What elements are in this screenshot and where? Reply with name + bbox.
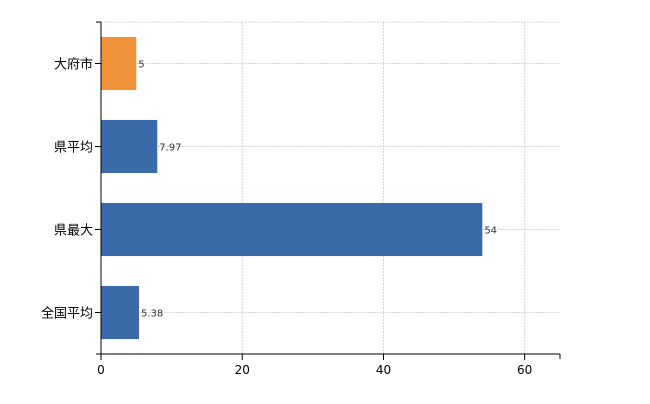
x-tick-label: 20 [235,363,250,377]
bar-0 [101,36,137,91]
y-category-label: 全国平均 [41,306,93,322]
y-category-label: 大府市 [54,57,93,73]
bar-2 [101,202,483,257]
gridlines [101,21,560,354]
data-label: 7.97 [159,143,181,154]
y-category-label: 県平均 [54,141,93,156]
x-tick-label: 40 [376,363,391,377]
axes [95,21,561,360]
bar-1 [101,119,158,174]
data-label: 5.38 [141,309,163,320]
x-tick-label: 60 [517,363,532,377]
x-tick-label: 0 [97,363,105,377]
bar-3 [101,285,139,340]
data-label: 54 [484,226,497,237]
bars [101,36,483,340]
y-category-label: 県最大 [54,224,93,239]
data-label: 5 [138,60,144,71]
